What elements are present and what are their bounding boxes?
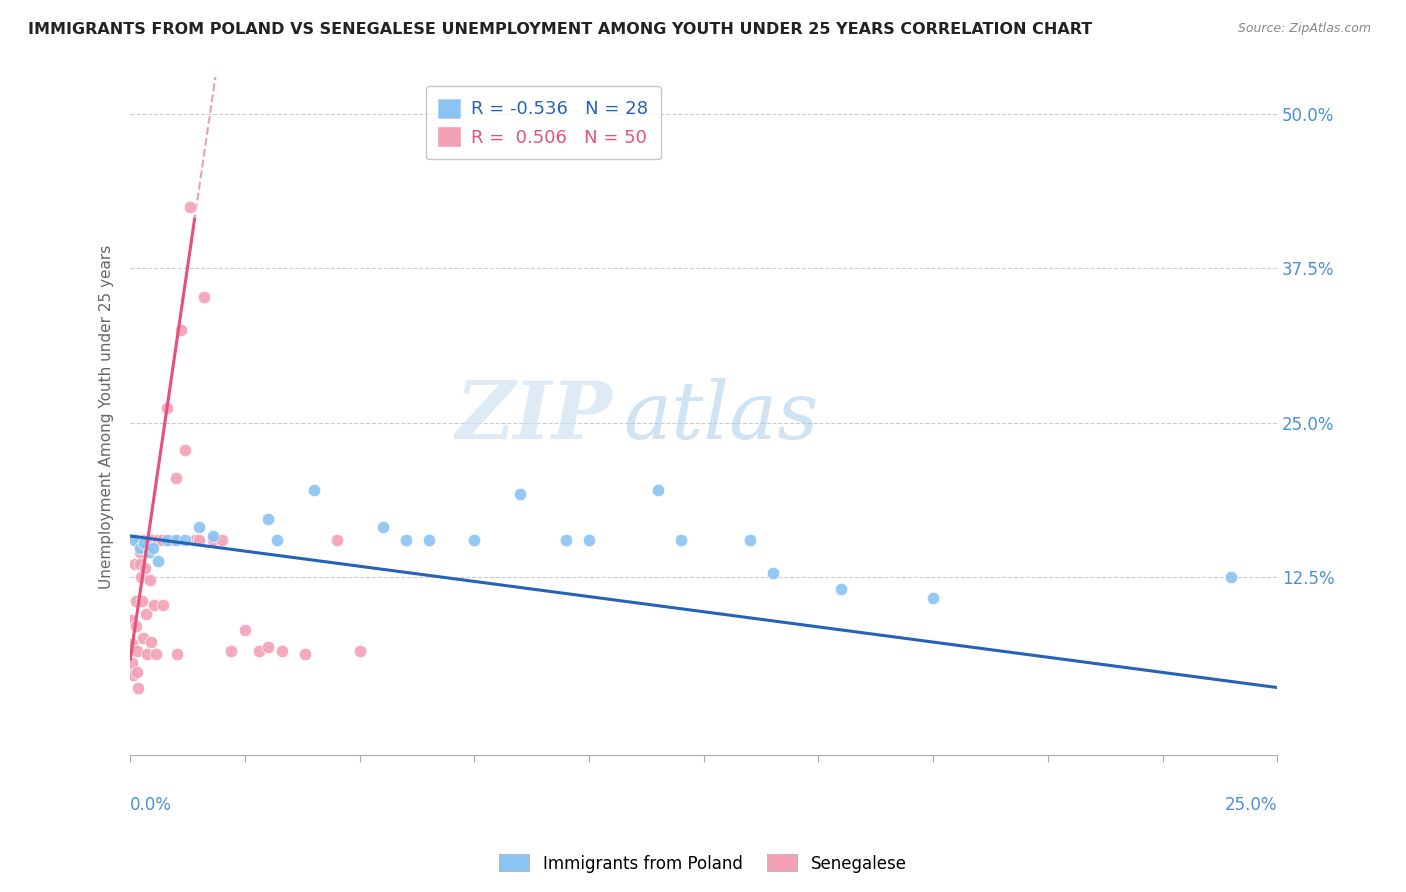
Point [183, 533, 205, 547]
Point [121, 637, 143, 651]
Point [247, 643, 270, 657]
Legend: R = -0.536   N = 28, R =  0.506   N = 50: R = -0.536 N = 28, R = 0.506 N = 50 [426, 87, 661, 160]
Point [647, 483, 669, 498]
Point [371, 520, 394, 534]
Point [124, 558, 146, 572]
Point [152, 533, 174, 547]
Point [142, 533, 165, 547]
Point [156, 401, 179, 415]
Point [139, 635, 162, 649]
Point [146, 533, 169, 547]
Point [762, 566, 785, 580]
Point [669, 533, 692, 547]
Point [326, 533, 349, 547]
Point [131, 569, 153, 583]
Point [132, 632, 155, 646]
Point [132, 536, 155, 550]
Point [143, 598, 166, 612]
Point [122, 533, 145, 547]
Point [131, 594, 153, 608]
Point [121, 656, 143, 670]
Point [128, 545, 150, 559]
Point [578, 533, 600, 547]
Point [201, 533, 224, 547]
Point [1220, 569, 1243, 583]
Point [142, 541, 165, 556]
Point [188, 533, 211, 547]
Point [302, 483, 325, 498]
Point [170, 323, 193, 337]
Point [138, 545, 160, 559]
Text: Source: ZipAtlas.com: Source: ZipAtlas.com [1237, 22, 1371, 36]
Point [188, 520, 211, 534]
Point [135, 607, 157, 621]
Point [127, 681, 149, 695]
Point [349, 643, 371, 657]
Text: atlas: atlas [623, 377, 818, 455]
Point [174, 533, 197, 547]
Text: 25.0%: 25.0% [1225, 796, 1277, 814]
Y-axis label: Unemployment Among Youth under 25 years: Unemployment Among Youth under 25 years [100, 244, 114, 589]
Point [129, 558, 152, 572]
Point [135, 647, 157, 661]
Point [509, 487, 531, 501]
Text: 0.0%: 0.0% [131, 796, 172, 814]
Point [125, 643, 148, 657]
Point [127, 665, 149, 679]
Point [138, 533, 160, 547]
Point [120, 613, 142, 627]
Point [125, 594, 148, 608]
Point [174, 442, 197, 457]
Point [156, 533, 179, 547]
Point [294, 647, 316, 661]
Point [125, 619, 148, 633]
Text: IMMIGRANTS FROM POLAND VS SENEGALESE UNEMPLOYMENT AMONG YOUTH UNDER 25 YEARS COR: IMMIGRANTS FROM POLAND VS SENEGALESE UNE… [28, 22, 1092, 37]
Point [179, 200, 201, 214]
Point [266, 533, 288, 547]
Point [555, 533, 578, 547]
Point [134, 561, 156, 575]
Point [257, 640, 280, 654]
Point [124, 533, 146, 547]
Point [211, 533, 233, 547]
Point [128, 541, 150, 556]
Point [257, 511, 280, 525]
Point [193, 290, 215, 304]
Point [830, 582, 852, 596]
Point [128, 533, 150, 547]
Point [138, 574, 160, 588]
Point [160, 533, 183, 547]
Point [152, 598, 174, 612]
Text: ZIP: ZIP [456, 377, 612, 455]
Point [219, 643, 242, 657]
Point [121, 668, 143, 682]
Point [463, 533, 485, 547]
Point [145, 647, 167, 661]
Point [270, 643, 292, 657]
Point [233, 623, 256, 637]
Point [165, 533, 187, 547]
Point [165, 471, 187, 485]
Point [132, 533, 155, 547]
Point [922, 591, 945, 605]
Point [394, 533, 416, 547]
Point [146, 553, 169, 567]
Point [418, 533, 440, 547]
Legend: Immigrants from Poland, Senegalese: Immigrants from Poland, Senegalese [492, 847, 914, 880]
Point [201, 529, 224, 543]
Point [166, 647, 188, 661]
Point [738, 533, 761, 547]
